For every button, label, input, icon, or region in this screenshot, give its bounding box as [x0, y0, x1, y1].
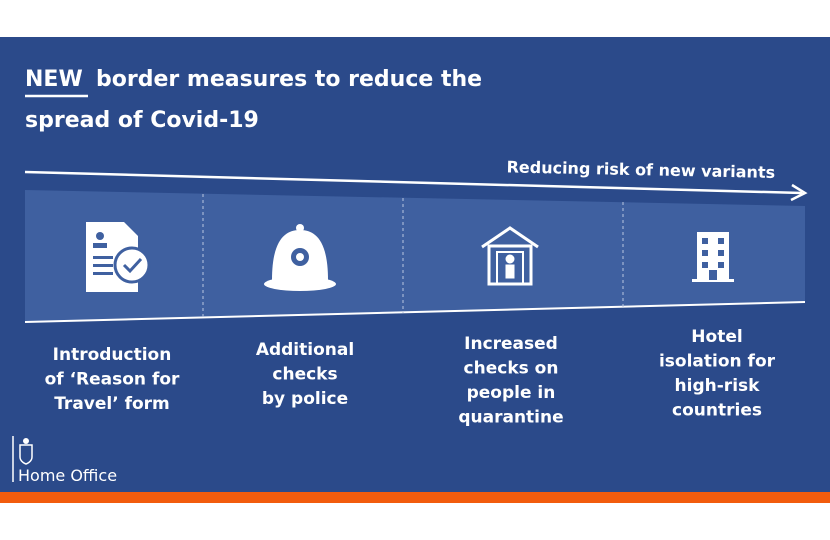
item-label-line: high-risk	[675, 376, 761, 396]
icon-police-helmet	[264, 224, 336, 291]
icon-form	[86, 222, 151, 292]
item-label-line: Travel’ form	[54, 394, 170, 414]
item-label-line: of ‘Reason for	[45, 370, 180, 390]
home-office-logo	[12, 436, 33, 482]
footer-text: Home Office	[18, 466, 117, 485]
item-label-line: countries	[672, 401, 762, 421]
item-label-line: isolation for	[659, 352, 776, 372]
item-label-line: Introduction	[53, 345, 172, 365]
item-labels: Introduction of ‘Reason for Travel’ form Ad…	[45, 327, 776, 428]
item-label-line: Increased	[464, 334, 558, 354]
item-label-line: Additional	[256, 340, 354, 360]
item-label-line: Hotel	[691, 327, 742, 347]
item-label-line: people in	[467, 383, 556, 403]
arrow-line	[24, 170, 803, 195]
footer-stripe	[0, 492, 830, 503]
item-label-line: by police	[262, 389, 348, 409]
arrow-head	[790, 183, 808, 202]
icon-quarantine-house	[481, 226, 539, 286]
item-label-line: checks	[272, 365, 337, 385]
item-label-line: quarantine	[458, 408, 563, 428]
band	[25, 190, 805, 322]
title-line: border measures to reduce the	[96, 67, 482, 92]
icon-hotel	[692, 232, 734, 282]
dividers	[202, 194, 624, 318]
title-line: spread of Covid-19	[25, 108, 259, 133]
band-edge	[24, 301, 806, 323]
title-emphasis: NEW	[25, 67, 83, 92]
item-label-line: checks on	[464, 359, 559, 379]
